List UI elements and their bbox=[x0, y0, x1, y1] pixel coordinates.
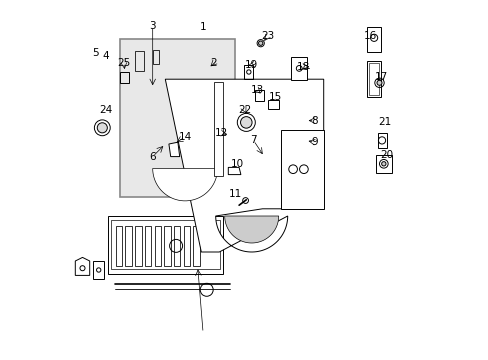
Circle shape bbox=[97, 123, 107, 133]
Bar bbox=[135, 226, 141, 266]
Bar bbox=[280, 130, 323, 209]
Text: 25: 25 bbox=[117, 58, 130, 68]
Bar bbox=[154, 226, 161, 266]
Polygon shape bbox=[93, 261, 104, 279]
Text: 17: 17 bbox=[374, 72, 387, 82]
Bar bbox=[115, 226, 122, 266]
Polygon shape bbox=[165, 79, 323, 252]
Text: 12: 12 bbox=[214, 128, 227, 138]
Circle shape bbox=[381, 162, 385, 166]
Text: 15: 15 bbox=[268, 92, 281, 102]
Bar bbox=[183, 226, 190, 266]
Bar bbox=[125, 226, 132, 266]
Bar bbox=[107, 216, 223, 274]
Text: 7: 7 bbox=[250, 135, 256, 145]
Text: 8: 8 bbox=[311, 116, 317, 126]
Bar bbox=[174, 226, 180, 266]
Text: 6: 6 bbox=[149, 152, 156, 162]
Text: 14: 14 bbox=[178, 132, 191, 142]
Polygon shape bbox=[228, 167, 241, 175]
Text: 23: 23 bbox=[261, 31, 274, 41]
Bar bbox=[120, 39, 235, 197]
Circle shape bbox=[240, 117, 251, 128]
Text: 18: 18 bbox=[297, 62, 310, 72]
Text: 2: 2 bbox=[210, 58, 217, 68]
Bar bbox=[144, 226, 151, 266]
Text: 11: 11 bbox=[228, 189, 242, 199]
Bar bbox=[366, 27, 381, 52]
Text: 4: 4 bbox=[102, 51, 109, 61]
Bar bbox=[120, 72, 129, 83]
Circle shape bbox=[258, 41, 263, 45]
Text: 10: 10 bbox=[230, 159, 244, 169]
Polygon shape bbox=[224, 216, 278, 243]
Polygon shape bbox=[377, 133, 386, 148]
Bar bbox=[291, 57, 307, 80]
Bar bbox=[366, 61, 380, 97]
Bar bbox=[193, 226, 200, 266]
Text: 24: 24 bbox=[99, 105, 112, 115]
Polygon shape bbox=[255, 90, 264, 101]
Bar bbox=[110, 220, 220, 269]
Bar bbox=[368, 63, 378, 95]
Bar bbox=[213, 82, 223, 176]
Polygon shape bbox=[375, 155, 391, 173]
Bar bbox=[164, 226, 170, 266]
Bar bbox=[152, 50, 159, 64]
Text: 22: 22 bbox=[237, 105, 251, 115]
Bar bbox=[134, 51, 143, 71]
Text: 19: 19 bbox=[244, 60, 258, 70]
Text: 21: 21 bbox=[378, 117, 391, 127]
Bar bbox=[244, 65, 253, 79]
Polygon shape bbox=[152, 168, 217, 201]
Text: 16: 16 bbox=[363, 31, 376, 41]
Text: 3: 3 bbox=[149, 21, 156, 31]
Text: 1: 1 bbox=[200, 22, 206, 32]
Text: 5: 5 bbox=[92, 48, 98, 58]
Text: 9: 9 bbox=[311, 137, 317, 147]
Text: 13: 13 bbox=[250, 85, 263, 95]
Circle shape bbox=[376, 80, 381, 85]
Polygon shape bbox=[75, 257, 89, 275]
Polygon shape bbox=[168, 142, 179, 157]
Text: 20: 20 bbox=[379, 150, 392, 160]
